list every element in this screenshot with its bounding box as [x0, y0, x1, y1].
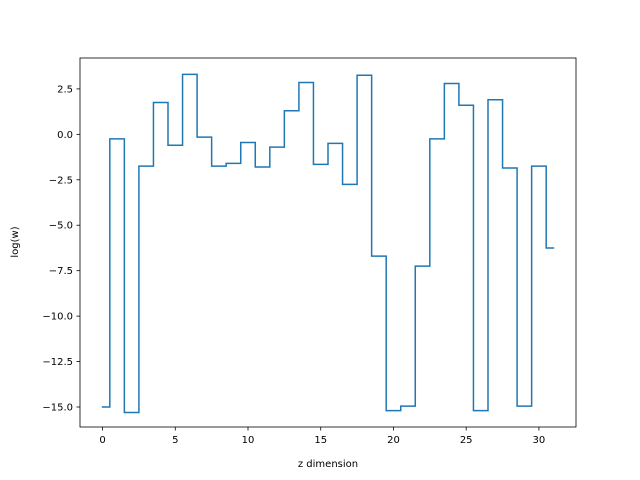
x-axis-label: z dimension	[298, 459, 358, 470]
series-line-0	[101, 73, 555, 414]
plot-area	[80, 58, 576, 427]
y-tick-label: 0.0	[57, 130, 73, 141]
y-axis-label: log(w)	[10, 226, 21, 257]
y-tick-label: 2.5	[57, 84, 73, 95]
axes-spines	[79, 57, 577, 428]
y-tick-label: −15.0	[42, 403, 73, 414]
y-tick-label: −7.5	[49, 266, 73, 277]
axes-frame	[79, 57, 577, 428]
axes	[80, 58, 576, 427]
x-tick-label: 25	[460, 435, 473, 446]
y-tick-label: −10.0	[42, 312, 73, 323]
y-tick-label: −12.5	[42, 357, 73, 368]
y-tick-label: −2.5	[49, 175, 73, 186]
x-ticks: 0 5 10 15 20 25 30	[99, 427, 545, 446]
x-tick-label: 0	[99, 435, 105, 446]
x-tick-label: 15	[314, 435, 327, 446]
x-tick-label: 10	[242, 435, 255, 446]
y-tick-label: −5.0	[49, 221, 73, 232]
series-group	[101, 73, 555, 414]
x-tick-label: 5	[172, 435, 178, 446]
x-tick-label: 20	[387, 435, 400, 446]
y-ticks: 2.5 0.0 −2.5 −5.0 −7.5 −10.0 −12.5 −15.0	[42, 84, 80, 414]
x-tick-label: 30	[533, 435, 546, 446]
